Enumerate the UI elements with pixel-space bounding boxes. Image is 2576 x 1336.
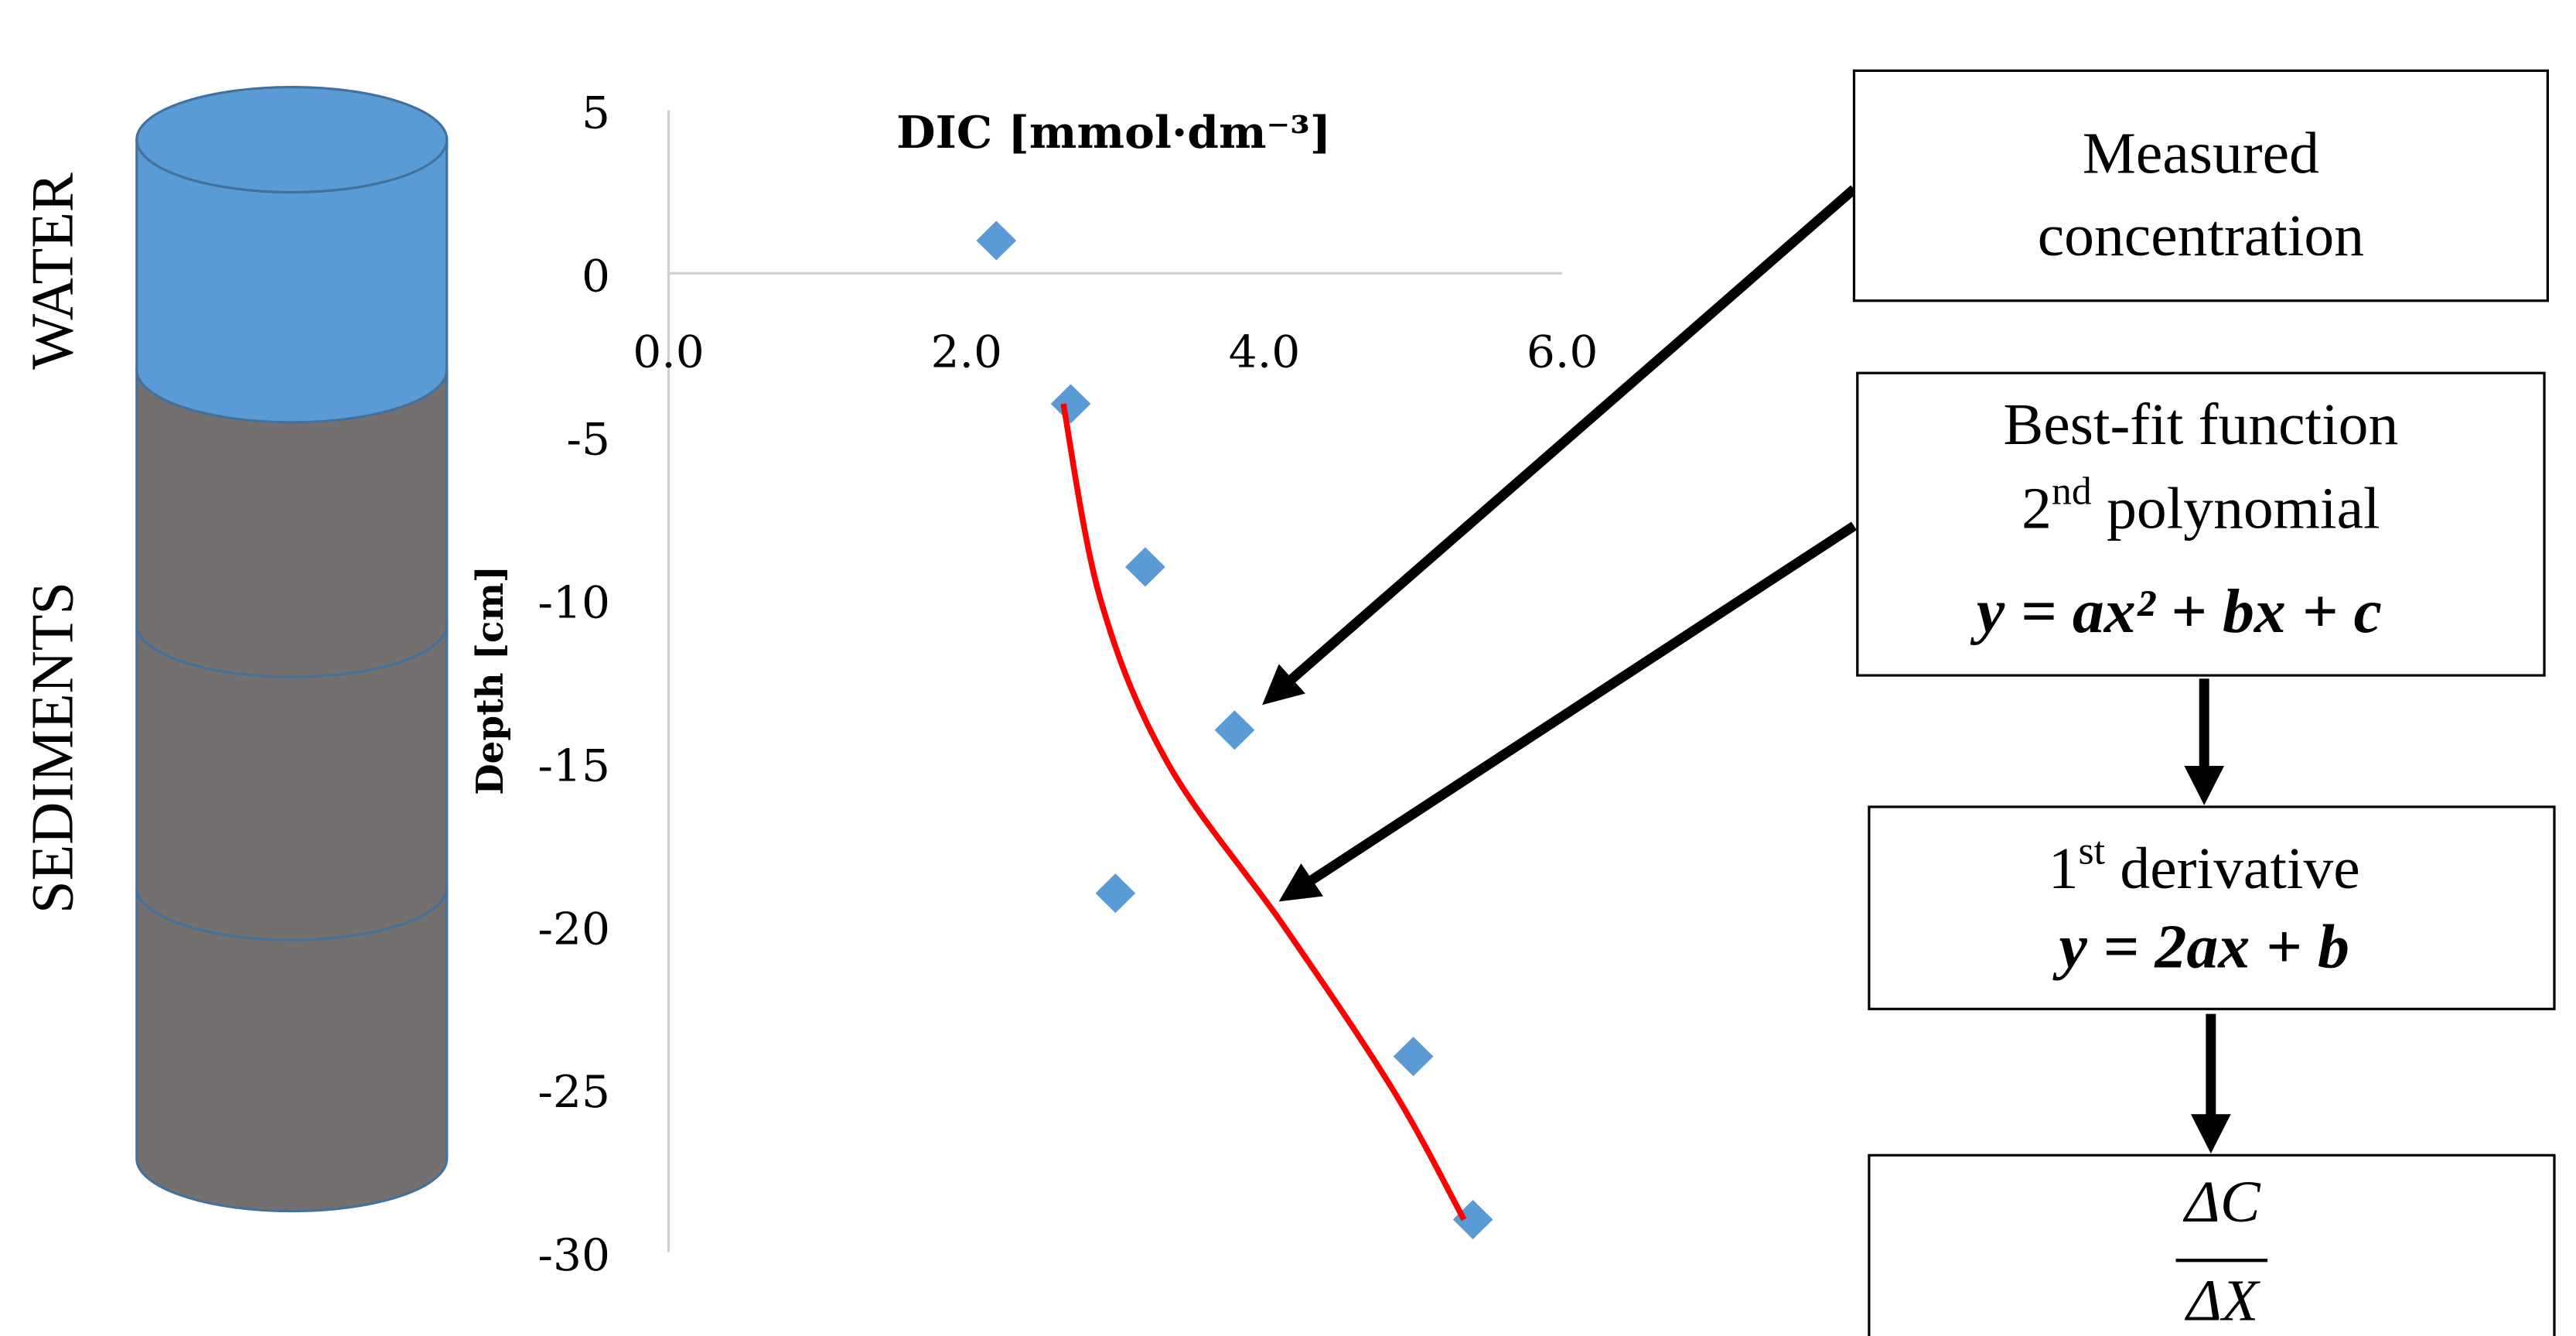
data-point [1394,1037,1434,1076]
x-tick-label: 0.0 [633,326,705,378]
arrow [1277,189,1854,692]
box-text: polynomial [2092,475,2380,541]
y-tick-label: 0 [582,250,610,302]
data-point [976,221,1016,261]
sediment-column [137,87,447,1211]
box-text: 1 [2049,835,2079,900]
box-text: concentration [2038,202,2364,268]
sediments-label: SEDIMENTS [19,582,86,914]
y-tick-label: -25 [537,1066,610,1119]
data-point [1095,873,1135,913]
fit-line [1063,404,1464,1220]
box-text: Best-fit function [2004,391,2399,457]
y-tick-label: -20 [537,903,610,955]
fraction-denominator: ΔX [2184,1267,2260,1333]
data-point [1125,547,1165,586]
x-axis-title: DIC [mmol·dm⁻³] [896,107,1331,159]
x-tick-label: 4.0 [1229,326,1301,378]
y-axis-title: Depth [cm] [469,565,512,795]
data-point [1215,710,1255,750]
sediment-body [137,370,447,1211]
equation: y = 2ax + b [2052,912,2349,981]
box-text: derivative [2105,835,2360,900]
water-label: WATER [19,172,86,369]
y-tick-label: -30 [537,1228,610,1281]
figure: WATER SEDIMENTS 5 0 -5 -10 -15 -20 -25 -30 0.0 2.… [0,0,2576,1336]
y-tick-label: -15 [537,740,610,792]
box-text: Measured [2083,120,2319,186]
box-text: 2 [2022,475,2052,541]
x-tick-label: 6.0 [1527,326,1598,378]
superscript: nd [2052,469,2092,513]
chart: 5 0 -5 -10 -15 -20 -25 -30 0.0 2.0 4.0 6.0 [537,87,1598,1281]
data-point [1051,384,1091,423]
x-tick-label: 2.0 [930,326,1002,378]
equation: y = ax² + bx + c [1970,577,2382,646]
water-top [137,87,447,193]
page: {"chart_data": {"type": "scatter", "x_la… [0,0,2576,1336]
y-tick-label: -5 [566,413,610,466]
y-tick-label: 5 [582,87,610,139]
fraction-numerator: ΔC [2182,1168,2261,1234]
superscript: st [2079,829,2106,873]
arrow [1295,526,1854,891]
y-tick-label: -10 [537,576,610,629]
